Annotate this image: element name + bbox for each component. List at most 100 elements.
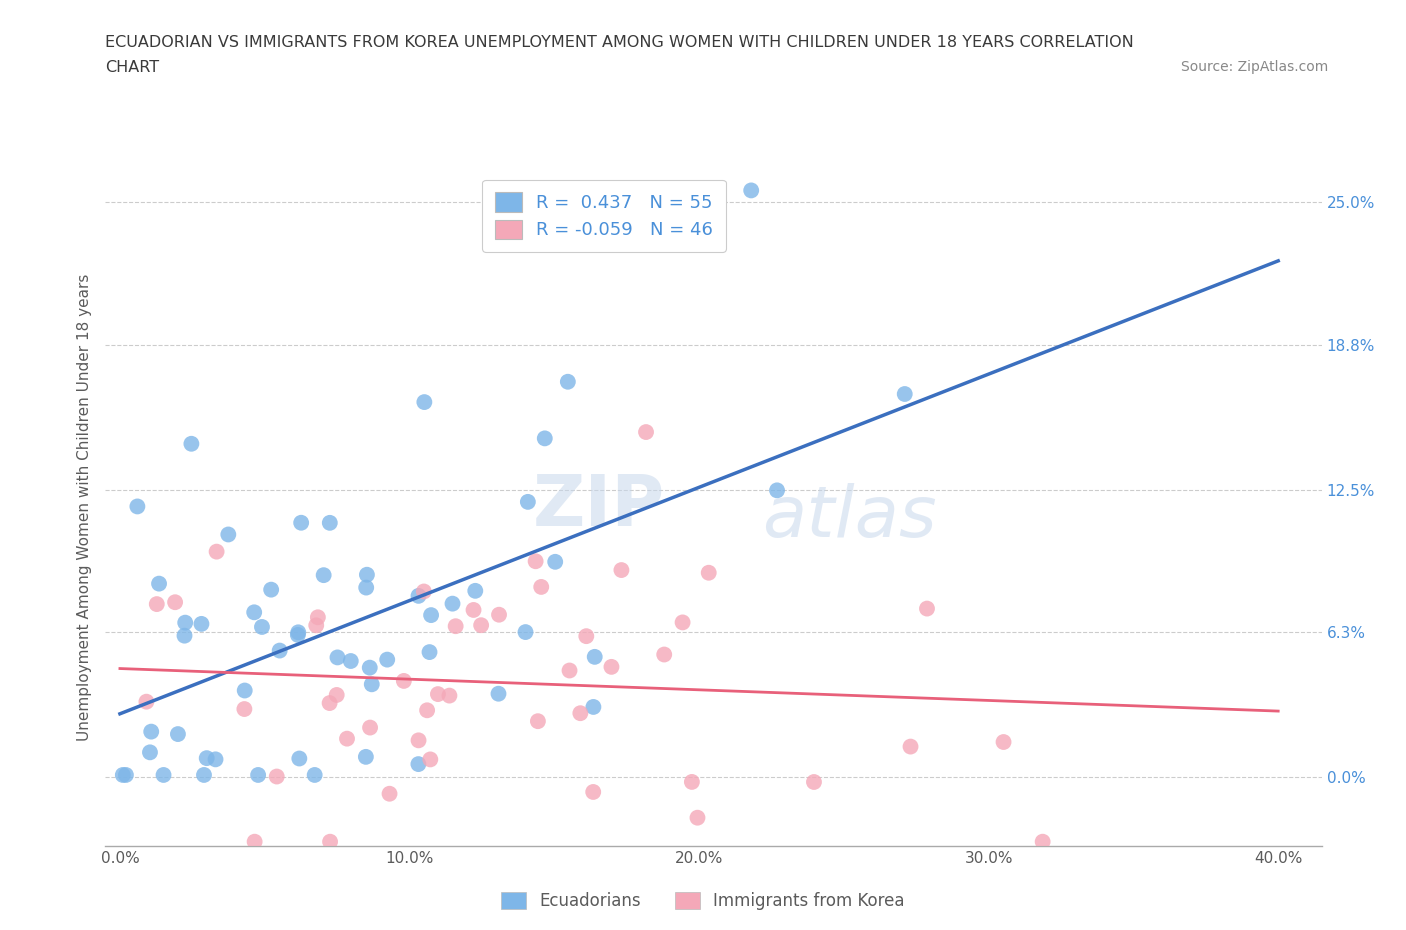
Point bbox=[530, 579, 553, 594]
Point bbox=[287, 628, 309, 643]
Point bbox=[488, 686, 510, 701]
Point bbox=[408, 757, 430, 772]
Point bbox=[217, 527, 239, 542]
Point bbox=[359, 720, 381, 735]
Point bbox=[148, 577, 170, 591]
Text: ECUADORIAN VS IMMIGRANTS FROM KOREA UNEMPLOYMENT AMONG WOMEN WITH CHILDREN UNDER: ECUADORIAN VS IMMIGRANTS FROM KOREA UNEM… bbox=[105, 35, 1135, 50]
Point bbox=[233, 683, 256, 698]
Point bbox=[671, 615, 693, 630]
Point bbox=[354, 750, 377, 764]
Point bbox=[686, 810, 709, 825]
Point bbox=[515, 625, 537, 640]
Point bbox=[516, 495, 538, 510]
Point bbox=[439, 688, 461, 703]
Point bbox=[463, 603, 485, 618]
Point bbox=[243, 604, 266, 619]
Point bbox=[139, 745, 162, 760]
Point bbox=[193, 767, 215, 782]
Point bbox=[115, 767, 138, 782]
Point bbox=[287, 625, 309, 640]
Point bbox=[569, 706, 592, 721]
Point bbox=[190, 617, 212, 631]
Point bbox=[766, 483, 789, 498]
Point bbox=[319, 515, 342, 530]
Point bbox=[470, 618, 492, 632]
Point bbox=[392, 673, 415, 688]
Point bbox=[575, 629, 598, 644]
Y-axis label: Unemployment Among Women with Children Under 18 years: Unemployment Among Women with Children U… bbox=[77, 273, 93, 740]
Point bbox=[173, 629, 195, 644]
Point bbox=[582, 699, 605, 714]
Point bbox=[527, 713, 550, 728]
Point bbox=[740, 183, 762, 198]
Point bbox=[305, 618, 328, 632]
Point bbox=[803, 775, 825, 790]
Point bbox=[993, 735, 1015, 750]
Point bbox=[180, 436, 202, 451]
Point bbox=[247, 767, 270, 782]
Point bbox=[141, 724, 163, 739]
Legend: R =  0.437   N = 55, R = -0.059   N = 46: R = 0.437 N = 55, R = -0.059 N = 46 bbox=[482, 179, 725, 252]
Point bbox=[304, 767, 326, 782]
Point bbox=[533, 431, 555, 445]
Point bbox=[610, 563, 633, 578]
Point bbox=[356, 567, 378, 582]
Point bbox=[205, 544, 228, 559]
Point bbox=[441, 596, 464, 611]
Point bbox=[488, 607, 510, 622]
Point bbox=[319, 834, 342, 849]
Point bbox=[195, 751, 218, 765]
Point bbox=[288, 751, 311, 766]
Point bbox=[900, 739, 922, 754]
Point bbox=[354, 580, 377, 595]
Text: Source: ZipAtlas.com: Source: ZipAtlas.com bbox=[1181, 60, 1329, 74]
Point bbox=[652, 647, 675, 662]
Point bbox=[583, 649, 606, 664]
Point bbox=[233, 701, 256, 716]
Point bbox=[336, 731, 359, 746]
Point bbox=[634, 425, 657, 440]
Text: CHART: CHART bbox=[105, 60, 159, 75]
Point bbox=[582, 785, 605, 800]
Point bbox=[544, 554, 567, 569]
Point bbox=[419, 752, 441, 767]
Point bbox=[250, 619, 273, 634]
Point bbox=[378, 786, 401, 801]
Point bbox=[146, 597, 169, 612]
Point bbox=[426, 686, 449, 701]
Point bbox=[360, 677, 382, 692]
Point bbox=[418, 644, 440, 659]
Point bbox=[915, 601, 938, 616]
Point bbox=[339, 654, 361, 669]
Point bbox=[412, 584, 434, 599]
Point bbox=[111, 767, 134, 782]
Legend: Ecuadorians, Immigrants from Korea: Ecuadorians, Immigrants from Korea bbox=[495, 885, 911, 917]
Point bbox=[204, 752, 226, 767]
Point bbox=[416, 703, 439, 718]
Point bbox=[600, 659, 623, 674]
Point bbox=[524, 553, 547, 568]
Point bbox=[312, 567, 335, 582]
Point bbox=[359, 660, 381, 675]
Point bbox=[152, 767, 174, 782]
Text: atlas: atlas bbox=[762, 483, 936, 551]
Point bbox=[558, 663, 581, 678]
Point bbox=[127, 499, 149, 514]
Point bbox=[290, 515, 312, 530]
Point bbox=[174, 616, 197, 631]
Point bbox=[307, 610, 329, 625]
Point bbox=[318, 696, 340, 711]
Point bbox=[135, 694, 157, 709]
Point bbox=[408, 589, 430, 604]
Point bbox=[165, 595, 187, 610]
Point bbox=[557, 374, 579, 389]
Point bbox=[266, 769, 288, 784]
Point bbox=[269, 644, 291, 658]
Point bbox=[413, 394, 436, 409]
Point bbox=[326, 650, 349, 665]
Point bbox=[1032, 834, 1054, 849]
Point bbox=[444, 618, 467, 633]
Point bbox=[697, 565, 720, 580]
Point bbox=[420, 607, 443, 622]
Point bbox=[893, 387, 915, 402]
